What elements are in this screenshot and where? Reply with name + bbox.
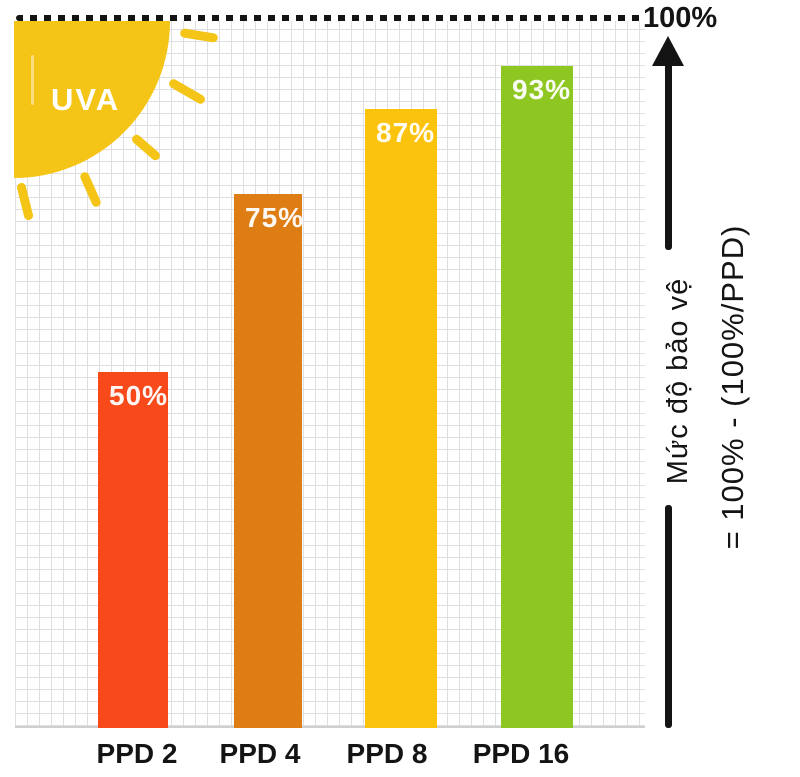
hundred-percent-dashed-line — [16, 15, 642, 21]
protection-formula-label: = 100% - (100%/PPD) — [715, 224, 750, 550]
x-axis-label-ppd-16: PPD 16 — [472, 738, 570, 769]
arrow-shaft-top — [665, 62, 672, 250]
bar-ppd-16: 93% — [501, 66, 573, 728]
x-axis-label-ppd-2: PPD 2 — [96, 738, 178, 769]
hundred-percent-label: 100% — [643, 2, 718, 34]
x-axis-label-ppd-4: PPD 4 — [219, 738, 301, 769]
x-axis-label-ppd-8: PPD 8 — [346, 738, 428, 769]
bar-ppd-8: 87% — [365, 109, 437, 728]
sun-uva-label: UVA — [51, 82, 121, 117]
bar-ppd-4: 75% — [234, 194, 305, 728]
bar-value-label-ppd-8: 87% — [376, 117, 436, 148]
protection-axis-label: Mức độ bảo vệ — [662, 277, 694, 485]
bar-ppd-2: 50% — [98, 372, 168, 728]
arrow-up-icon — [652, 36, 684, 66]
bar-value-label-ppd-2: 50% — [109, 380, 169, 411]
bar-value-label-ppd-4: 75% — [245, 202, 305, 233]
arrow-shaft-bottom — [665, 505, 672, 728]
bar-value-label-ppd-16: 93% — [512, 74, 572, 105]
sun-highlight — [31, 55, 34, 105]
